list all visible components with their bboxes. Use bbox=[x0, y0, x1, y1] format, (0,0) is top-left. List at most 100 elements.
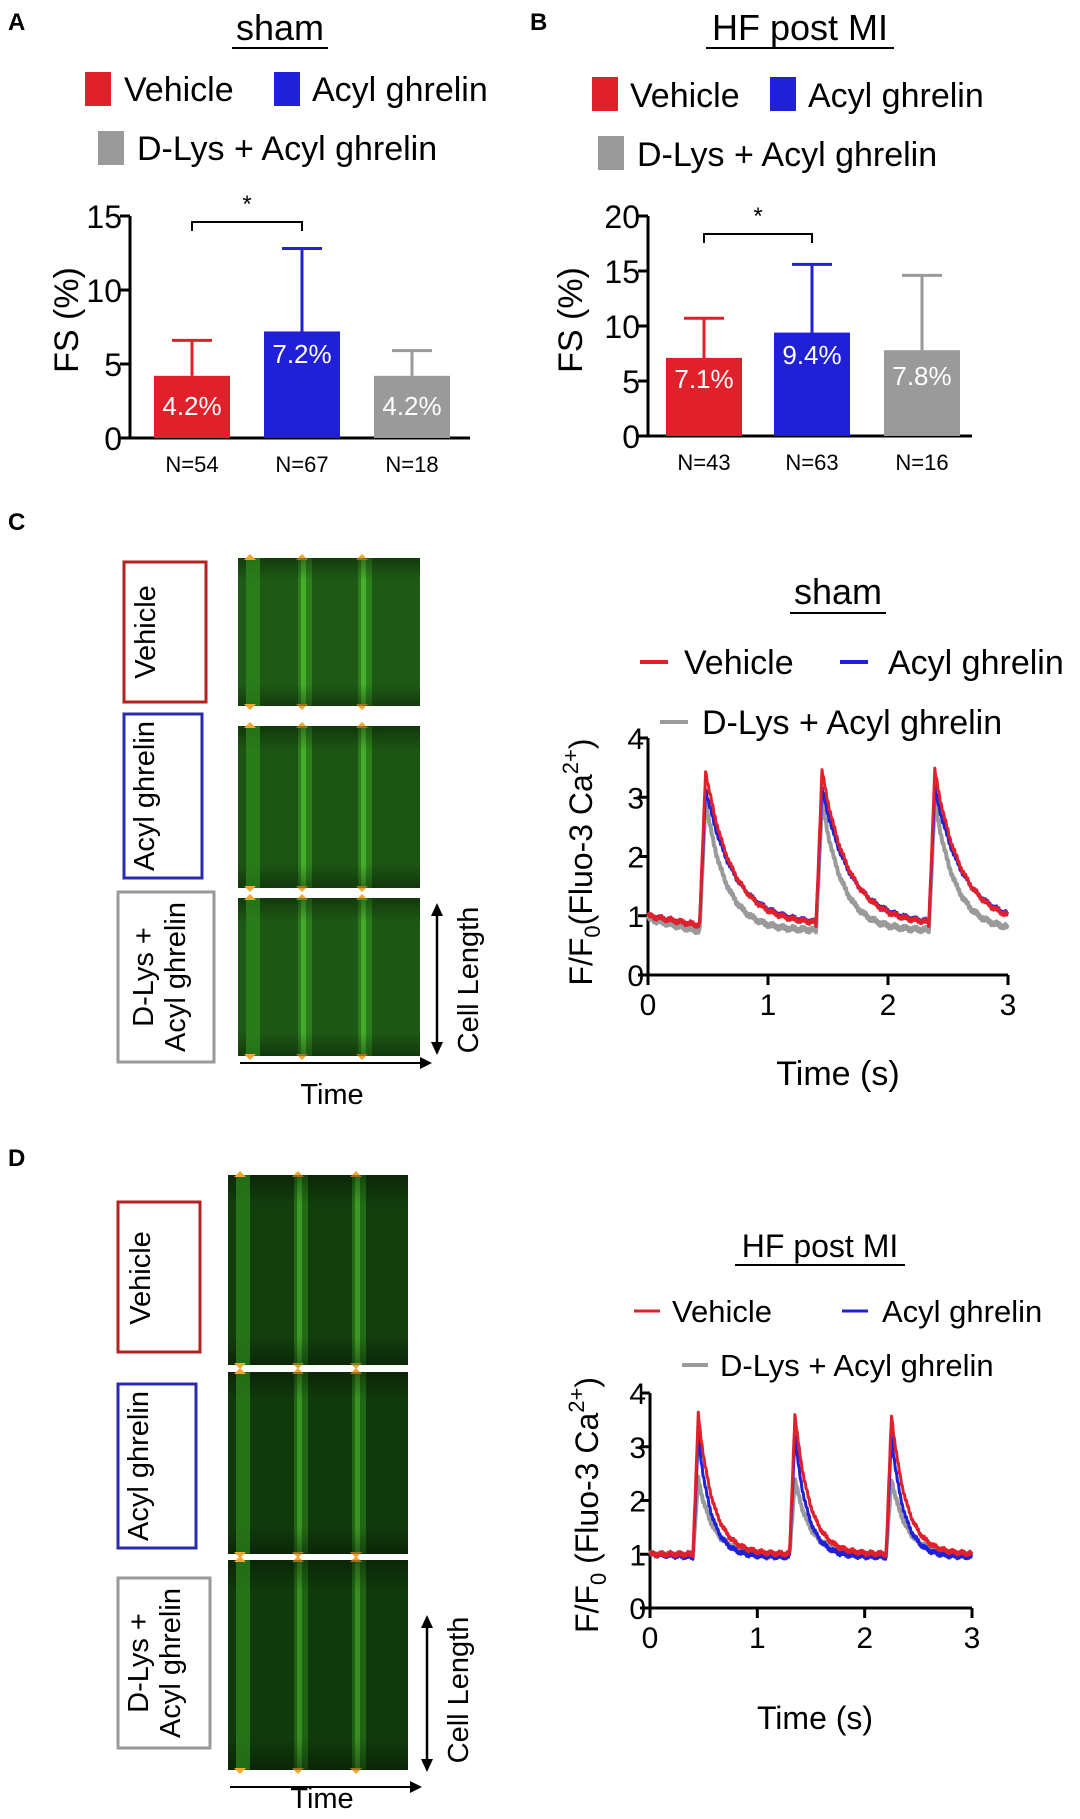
panel-c-title: sham bbox=[794, 571, 882, 612]
panel-b-title: HF post MI bbox=[712, 7, 888, 48]
bar-acyl bbox=[774, 332, 850, 436]
panel-d: D Vehicle Acyl ghrelin D-Lys + Acyl ghre… bbox=[8, 1145, 1042, 1815]
panel-c-cell-length-arrowhead-top bbox=[431, 903, 443, 916]
panel-c-linescan-labels: Vehicle Acyl ghrelin D-Lys + Acyl ghreli… bbox=[116, 560, 216, 1064]
y-tick-label: 5 bbox=[622, 364, 640, 400]
panel-d-plot: 0 1 2 3 4 0 1 2 3 bbox=[629, 1378, 980, 1655]
panel-a: A sham Vehicle Acyl ghrelin D-Lys + Acyl… bbox=[8, 7, 488, 477]
linescan-stim-arrow-top bbox=[244, 554, 256, 560]
panel-d-legend: Vehicle Acyl ghrelin D-Lys + Acyl ghreli… bbox=[634, 1294, 1042, 1383]
panel-d-linescans bbox=[228, 1171, 408, 1774]
linescan-label-dlys-line1: D-Lys + bbox=[128, 927, 160, 1027]
bar-vehicle bbox=[666, 357, 742, 436]
panel-c-legend: Vehicle Acyl ghrelin D-Lys + Acyl ghreli… bbox=[640, 644, 1064, 742]
linescan-band bbox=[236, 1560, 250, 1770]
y-tick-label: 20 bbox=[604, 199, 640, 235]
linescan-label-dlys-line1: D-Lys + bbox=[123, 1613, 155, 1713]
linescan-shade bbox=[228, 1372, 408, 1554]
panel-d-cell-length-arrowhead-bottom bbox=[421, 1759, 433, 1772]
legend-label-vehicle: Vehicle bbox=[630, 77, 740, 115]
legend-swatch-dlys bbox=[98, 131, 124, 165]
linescan-shade bbox=[238, 558, 420, 706]
bar-value-label: 4.2% bbox=[382, 391, 441, 421]
bar-value-label: 7.2% bbox=[272, 339, 331, 369]
linescan-shade bbox=[238, 898, 420, 1056]
linescan-label-vehicle: Vehicle bbox=[130, 585, 162, 679]
panel-d-cell-length-arrowhead-top bbox=[421, 1615, 433, 1628]
linescan-stim-arrow-top bbox=[244, 894, 256, 900]
panel-a-legend: Vehicle Acyl ghrelin D-Lys + Acyl ghreli… bbox=[85, 71, 488, 168]
linescan-band bbox=[246, 898, 260, 1056]
bar-acyl bbox=[264, 331, 340, 438]
panel-c-plot: 0 1 2 3 4 0 1 2 3 bbox=[627, 723, 1016, 1022]
linescan-band bbox=[246, 558, 260, 706]
significance-bracket bbox=[703, 233, 813, 243]
panel-c-label: C bbox=[8, 509, 25, 536]
linescan-box-acyl bbox=[116, 1382, 198, 1550]
linescan-label-acyl: Acyl ghrelin bbox=[123, 1391, 155, 1541]
legend-label-dlys: D-Lys + Acyl ghrelin bbox=[702, 704, 1002, 742]
series-line-vehicle bbox=[648, 1410, 974, 1559]
y-tick-label: 3 bbox=[627, 782, 644, 815]
bar-value-label: 7.8% bbox=[892, 361, 951, 391]
x-tick-label: N=63 bbox=[785, 450, 838, 475]
x-tick-label: 3 bbox=[964, 1622, 981, 1655]
y-tick-label: 5 bbox=[104, 347, 122, 383]
y-tick-label: 1 bbox=[627, 901, 644, 934]
bar-dlys bbox=[374, 375, 450, 438]
legend-label-vehicle: Vehicle bbox=[124, 71, 234, 109]
x-tick-label: 2 bbox=[856, 1622, 873, 1655]
legend-label-acyl: Acyl ghrelin bbox=[808, 77, 984, 115]
x-tick-label: N=67 bbox=[275, 452, 328, 477]
y-tick-label: 0 bbox=[622, 419, 640, 455]
linescan-label-acyl: Acyl ghrelin bbox=[129, 721, 161, 871]
linescan-stim-arrow-bottom bbox=[234, 1552, 246, 1558]
panel-d-time-arrowhead bbox=[410, 1781, 422, 1793]
legend-swatch-acyl bbox=[770, 77, 796, 111]
y-tick-label: 4 bbox=[627, 723, 644, 756]
linescan-band bbox=[246, 726, 260, 888]
legend-label-dlys: D-Lys + Acyl ghrelin bbox=[720, 1348, 994, 1383]
x-tick-label: 1 bbox=[749, 1622, 766, 1655]
bar-vehicle bbox=[154, 375, 230, 438]
y-tick-label: 15 bbox=[604, 254, 640, 290]
y-tick-label: 0 bbox=[629, 1593, 646, 1626]
y-tick-label: 3 bbox=[629, 1432, 646, 1465]
x-tick-label: N=43 bbox=[677, 450, 730, 475]
series-line-dlys bbox=[646, 795, 1010, 936]
bar-value-label: 4.2% bbox=[162, 391, 221, 421]
legend-swatch-dlys bbox=[598, 136, 624, 170]
y-tick-label: 15 bbox=[86, 199, 122, 235]
legend-label-vehicle: Vehicle bbox=[684, 644, 794, 682]
bar-dlys bbox=[884, 350, 960, 436]
panel-b-label: B bbox=[530, 9, 547, 36]
panel-c-cell-length-label: Cell Length bbox=[453, 907, 485, 1054]
panel-c-cell-length-arrowhead-bottom bbox=[431, 1042, 443, 1055]
panel-d-label: D bbox=[8, 1145, 25, 1172]
linescan-stim-arrow-bottom bbox=[244, 886, 256, 892]
legend-swatch-vehicle bbox=[592, 77, 618, 111]
linescan-stim-arrow-top bbox=[234, 1368, 246, 1374]
legend-label-dlys: D-Lys + Acyl ghrelin bbox=[137, 130, 437, 168]
linescan-stim-arrow-top bbox=[244, 722, 256, 728]
panel-a-plot: 0 5 10 15 4.2% N=54 7.2% N=67 4.2% N=18 * bbox=[86, 191, 470, 477]
panel-a-ylabel: FS (%) bbox=[48, 267, 86, 373]
linescan-stim-arrow-top bbox=[234, 1171, 246, 1177]
panel-d-linescan-labels: Vehicle Acyl ghrelin D-Lys + Acyl ghreli… bbox=[116, 1200, 212, 1750]
panel-b: B HF post MI Vehicle Acyl ghrelin D-Lys … bbox=[530, 7, 984, 475]
y-tick-label: 1 bbox=[629, 1539, 646, 1572]
linescan-shade bbox=[228, 1560, 408, 1770]
panel-c-ylabel: F/F0(Fluo-3 Ca2+) bbox=[558, 738, 605, 985]
x-tick-label: 2 bbox=[880, 989, 897, 1022]
x-tick-label: 3 bbox=[1000, 989, 1017, 1022]
linescan-stim-arrow-bottom bbox=[244, 1054, 256, 1060]
linescan-band bbox=[236, 1175, 250, 1365]
legend-label-acyl: Acyl ghrelin bbox=[882, 1294, 1042, 1329]
panel-a-label: A bbox=[8, 9, 25, 36]
y-tick-label: 4 bbox=[629, 1378, 646, 1411]
panel-d-title: HF post MI bbox=[742, 1228, 898, 1264]
panel-c: C Vehicle Acyl ghrelin D-Lys + Acyl ghre… bbox=[8, 509, 1064, 1111]
panel-b-plot: 0 5 10 15 20 7.1% N=43 9.4% N=63 7.8% N=16 * bbox=[604, 199, 972, 475]
panel-b-ylabel: FS (%) bbox=[552, 267, 590, 373]
linescan-box-dlys bbox=[116, 1576, 212, 1750]
